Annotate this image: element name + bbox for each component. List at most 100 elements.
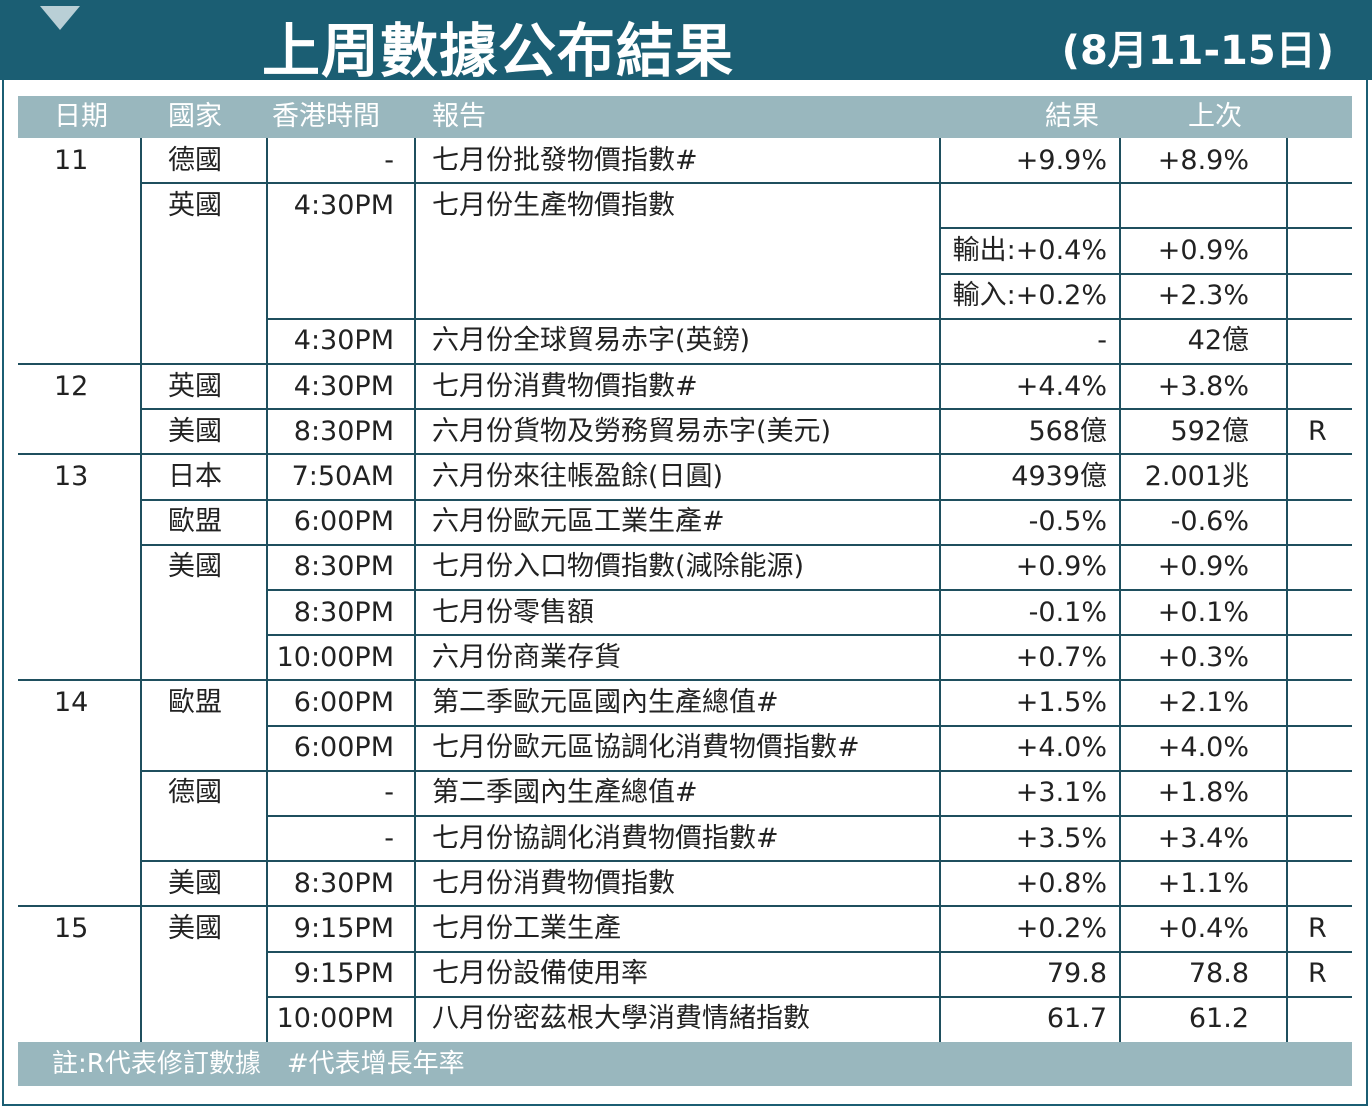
cell-country: 德國 — [168, 145, 222, 176]
cell-time: 10:00PM — [276, 642, 394, 673]
cell-time: 7:50AM — [291, 461, 394, 492]
header-previous: 上次 — [1188, 101, 1242, 132]
cell-result: 4939億 — [1011, 461, 1107, 492]
cell-report: 第二季國內生產總值# — [432, 777, 698, 808]
cell-result: - — [1097, 325, 1107, 356]
cell-previous: +0.4% — [1157, 913, 1249, 944]
date-range: (8月11-15日) — [1061, 28, 1334, 74]
cell-report: 七月份消費物價指數 — [432, 868, 675, 899]
triangle-icon — [40, 6, 80, 30]
cell-result: -0.5% — [1028, 506, 1107, 537]
cell-result: +3.5% — [1015, 823, 1107, 854]
row-divider — [140, 544, 1352, 546]
cell-result: 568億 — [1028, 416, 1107, 447]
cell-country: 美國 — [168, 868, 222, 899]
cell-result: 輸出:+0.4% — [952, 235, 1107, 266]
header-date: 日期 — [54, 101, 108, 132]
row-divider — [939, 273, 1352, 275]
cell-previous: +4.0% — [1157, 732, 1249, 763]
cell-previous: +8.9% — [1157, 145, 1249, 176]
cell-report: 七月份設備使用率 — [432, 958, 648, 989]
cell-previous: +1.1% — [1157, 868, 1249, 899]
cell-time: 8:30PM — [293, 551, 394, 582]
cell-previous: +1.8% — [1157, 777, 1249, 808]
cell-previous: +0.9% — [1157, 551, 1249, 582]
cell-result: +3.1% — [1015, 777, 1107, 808]
cell-result: +0.2% — [1015, 913, 1107, 944]
cell-report: 七月份歐元區協調化消費物價指數# — [432, 732, 860, 763]
row-divider — [266, 725, 1352, 727]
column-header-row: 日期 國家 香港時間 報告 結果 上次 — [18, 96, 1352, 138]
row-divider — [266, 951, 1352, 953]
cell-report: 六月份商業存貨 — [432, 642, 621, 673]
cell-time: 4:30PM — [293, 190, 394, 221]
row-divider — [266, 589, 1352, 591]
row-divider — [18, 363, 1352, 365]
row-divider — [266, 815, 1352, 817]
cell-country: 英國 — [168, 190, 222, 221]
header-report: 報告 — [432, 101, 486, 132]
cell-country: 美國 — [168, 416, 222, 447]
cell-result: -0.1% — [1028, 597, 1107, 628]
cell-previous: +0.9% — [1157, 235, 1249, 266]
cell-report: 七月份工業生產 — [432, 913, 621, 944]
header-result: 結果 — [1045, 101, 1099, 132]
cell-country: 英國 — [168, 371, 222, 402]
row-divider — [266, 318, 1352, 320]
cell-report: 七月份批發物價指數# — [432, 145, 698, 176]
cell-time: 9:15PM — [293, 958, 394, 989]
row-divider — [266, 996, 1352, 998]
cell-result: +9.9% — [1015, 145, 1107, 176]
row-divider — [18, 453, 1352, 455]
cell-flag: R — [1308, 913, 1327, 944]
cell-result: +0.7% — [1015, 642, 1107, 673]
row-divider — [140, 408, 1352, 410]
cell-report: 七月份生產物價指數 — [432, 190, 675, 221]
cell-previous: 2.001兆 — [1144, 461, 1249, 492]
cell-time: 8:30PM — [293, 416, 394, 447]
cell-flag: R — [1308, 958, 1327, 989]
footnote: 註:R代表修訂數據 #代表增長年率 — [52, 1049, 465, 1079]
cell-time: - — [384, 145, 394, 176]
cell-time: 9:15PM — [293, 913, 394, 944]
cell-country: 日本 — [168, 461, 222, 492]
cell-previous: +0.1% — [1157, 597, 1249, 628]
cell-date: 12 — [54, 371, 89, 402]
cell-time: 10:00PM — [276, 1003, 394, 1034]
header-country: 國家 — [168, 101, 222, 132]
cell-country: 德國 — [168, 777, 222, 808]
cell-previous: 78.8 — [1188, 958, 1249, 989]
footnote-bar: 註:R代表修訂數據 #代表增長年率 — [18, 1042, 1352, 1086]
cell-result: +1.5% — [1015, 687, 1107, 718]
cell-country: 美國 — [168, 913, 222, 944]
row-divider — [140, 499, 1352, 501]
cell-report: 七月份消費物價指數# — [432, 371, 698, 402]
cell-previous: +2.3% — [1157, 280, 1249, 311]
row-divider — [18, 905, 1352, 907]
cell-report: 八月份密茲根大學消費情緒指數 — [432, 1003, 810, 1034]
cell-report: 六月份來往帳盈餘(日圓) — [432, 461, 724, 492]
cell-flag: R — [1308, 416, 1327, 447]
cell-time: 6:00PM — [293, 506, 394, 537]
cell-country: 歐盟 — [168, 687, 222, 718]
cell-previous: 592億 — [1170, 416, 1249, 447]
cell-time: 6:00PM — [293, 687, 394, 718]
cell-report: 第二季歐元區國內生產總值# — [432, 687, 779, 718]
cell-country: 美國 — [168, 551, 222, 582]
cell-result: 61.7 — [1046, 1003, 1107, 1034]
cell-report: 七月份協調化消費物價指數# — [432, 823, 779, 854]
row-divider — [939, 227, 1352, 229]
cell-result: 79.8 — [1046, 958, 1107, 989]
row-divider — [18, 679, 1352, 681]
cell-result: +0.8% — [1015, 868, 1107, 899]
page-title: 上周數據公布結果 — [262, 17, 735, 85]
cell-previous: -0.6% — [1170, 506, 1249, 537]
cell-result: 輸入:+0.2% — [952, 280, 1107, 311]
cell-previous: +2.1% — [1157, 687, 1249, 718]
cell-previous: +3.8% — [1157, 371, 1249, 402]
cell-time: - — [384, 777, 394, 808]
cell-previous: +0.3% — [1157, 642, 1249, 673]
cell-report: 六月份全球貿易赤字(英鎊) — [432, 325, 751, 356]
cell-result: +4.0% — [1015, 732, 1107, 763]
